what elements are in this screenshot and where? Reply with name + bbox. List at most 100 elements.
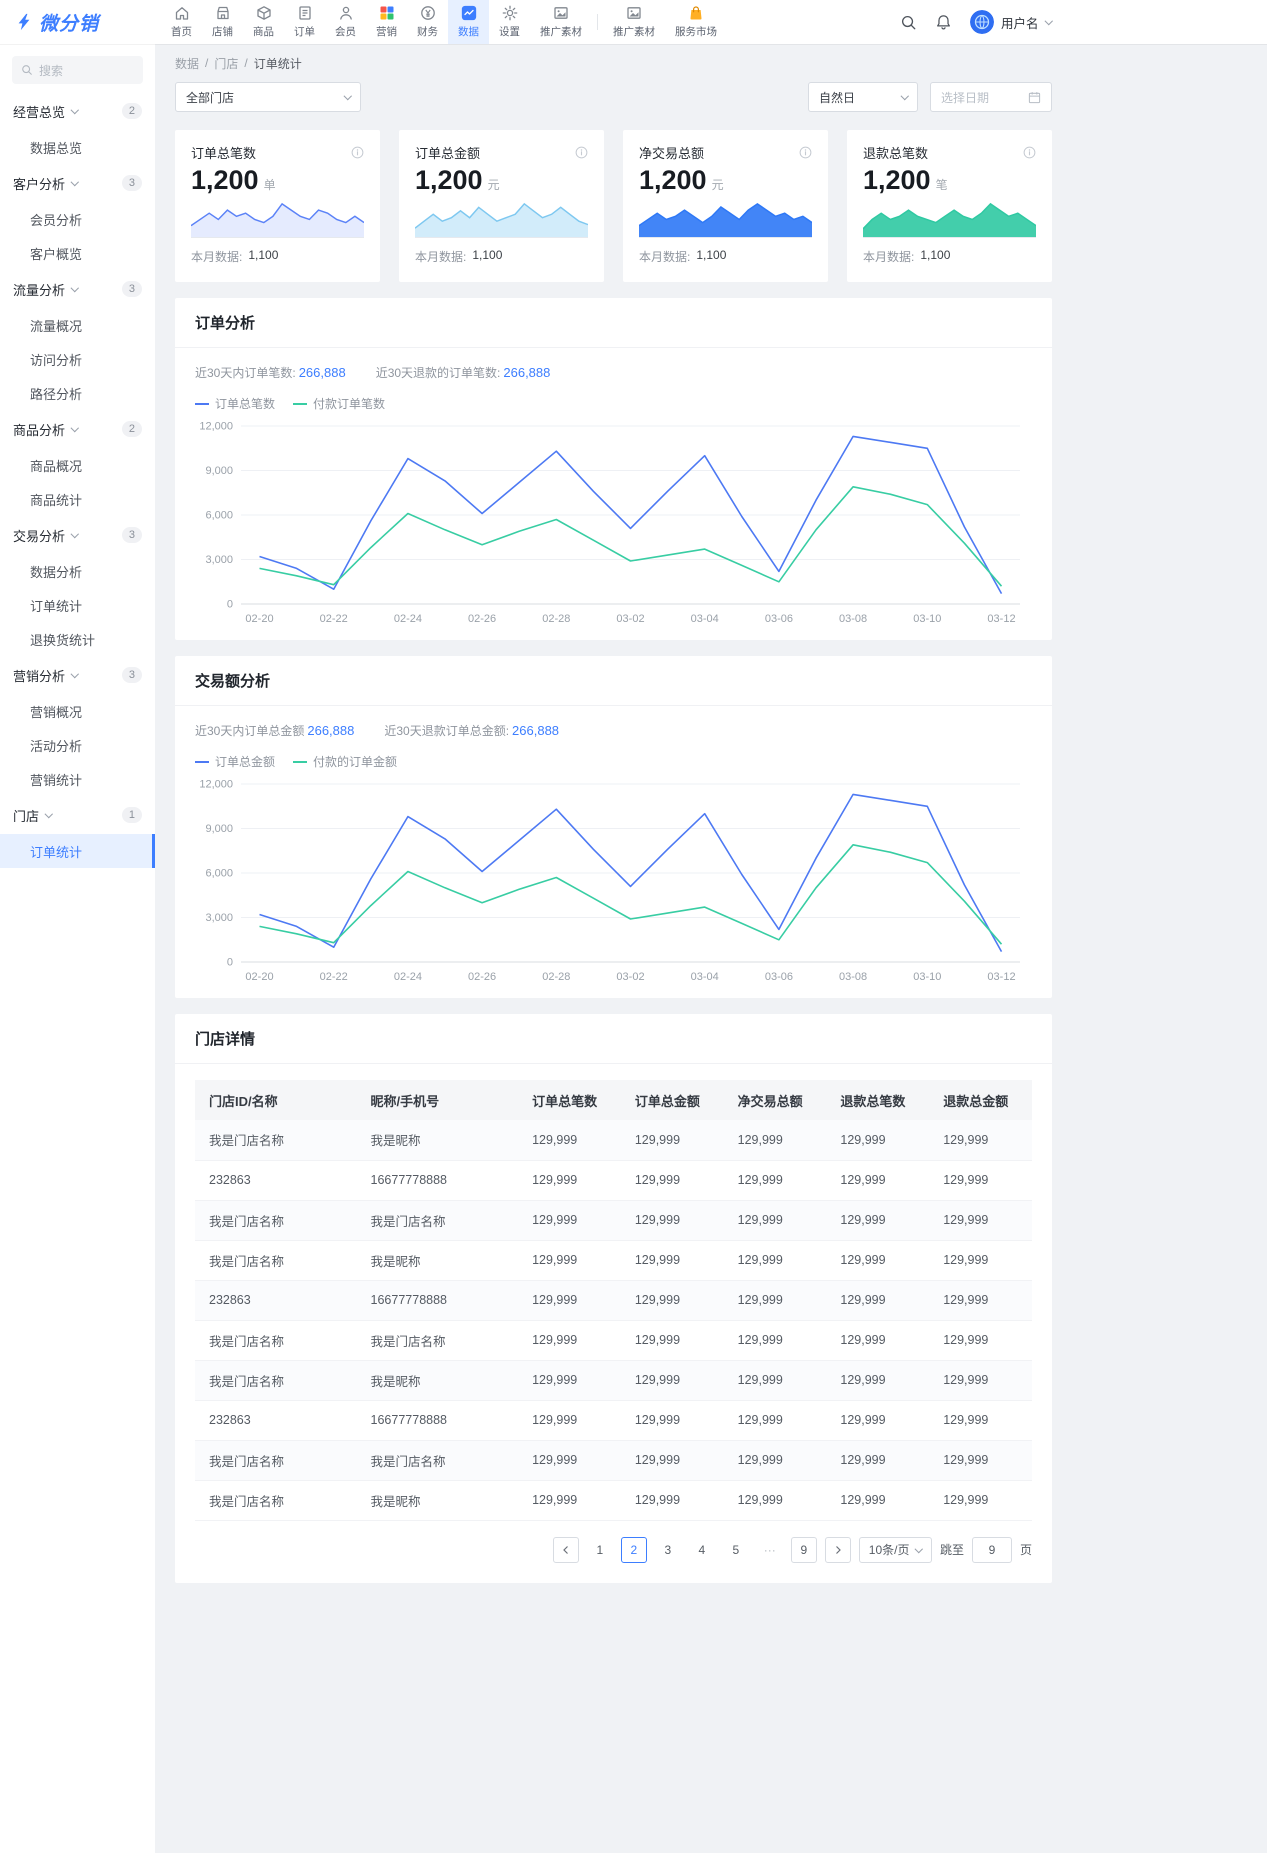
sidebar-group-门店[interactable]: 门店 1 xyxy=(0,796,155,834)
breadcrumb-item[interactable]: 门店 xyxy=(214,56,239,71)
legend-item-订单总金额[interactable]: 订单总金额 xyxy=(195,753,275,770)
nav-item-label: 推广素材 xyxy=(540,26,582,38)
nav-item-goods[interactable]: 商品 xyxy=(243,0,284,44)
nav-item-promo[interactable]: 推广素材 xyxy=(530,0,592,44)
sidebar-item-营销统计[interactable]: 营销统计 xyxy=(30,772,83,788)
store-filter-value: 全部门店 xyxy=(186,90,235,105)
sidebar-item-流量概况[interactable]: 流量概况 xyxy=(30,318,83,334)
stat-card-footer: 本月数据: 1,100 xyxy=(863,248,951,264)
nav-item-settings[interactable]: 设置 xyxy=(489,0,530,44)
pagination-page-1[interactable]: 1 xyxy=(586,1536,613,1563)
sidebar-group-客户分析[interactable]: 客户分析 3 xyxy=(0,164,155,202)
sidebar-item-访问分析[interactable]: 访问分析 xyxy=(30,352,83,368)
nav-item-label: 订单 xyxy=(294,26,315,38)
table-row[interactable]: 我是门店名称 我是昵称 129,999 129,999 129,999 129,999 12… xyxy=(195,1120,1032,1161)
table-row[interactable]: 我是门店名称 我是昵称 129,999 129,999 129,999 129,999 12… xyxy=(195,1240,1032,1281)
nav-item-label: 财务 xyxy=(417,26,438,38)
sidebar-group-交易分析[interactable]: 交易分析 3 xyxy=(0,516,155,554)
legend-item-订单总笔数[interactable]: 订单总笔数 xyxy=(195,395,275,412)
search-icon[interactable] xyxy=(900,14,917,31)
table-cell: 129,999 xyxy=(929,1320,1032,1361)
table-row[interactable]: 我是门店名称 我是门店名称 129,999 129,999 129,999 129,999… xyxy=(195,1200,1032,1241)
sidebar-group-营销分析[interactable]: 营销分析 3 xyxy=(0,656,155,694)
table-cell: 232863 xyxy=(195,1160,357,1201)
info-icon[interactable] xyxy=(575,146,588,159)
nav-item-member[interactable]: 会员 xyxy=(325,0,366,44)
sidebar-item-路径分析[interactable]: 路径分析 xyxy=(30,386,83,402)
chart-legend: 订单总金额 付款的订单金额 xyxy=(195,753,1032,770)
pagination-next[interactable] xyxy=(824,1536,851,1563)
page-size-select[interactable]: 10条/页 xyxy=(858,1536,932,1563)
table-row[interactable]: 232863 16677778888 129,999 129,999 129,999 12… xyxy=(195,1400,1032,1441)
home-icon xyxy=(174,5,190,21)
sidebar-item-订单统计[interactable]: 订单统计 xyxy=(30,598,83,614)
table-row[interactable]: 我是门店名称 我是门店名称 129,999 129,999 129,999 129,999… xyxy=(195,1320,1032,1361)
sidebar-group-商品分析[interactable]: 商品分析 2 xyxy=(0,410,155,448)
table-cell: 我是门店名称 xyxy=(195,1240,357,1281)
table-header-row: 门店ID/名称 昵称/手机号 订单总笔数 订单总金额 净交易总额 退款总笔数 退款总金额 xyxy=(195,1080,1032,1120)
pagination-page-5[interactable]: 5 xyxy=(722,1536,749,1563)
svg-text:03-08: 03-08 xyxy=(839,613,867,625)
stat-value-link[interactable]: 266,888 xyxy=(298,365,346,380)
nav-item-marketing[interactable]: 营销 xyxy=(366,0,407,44)
pagination-page-4[interactable]: 4 xyxy=(688,1536,715,1563)
table-row[interactable]: 我是门店名称 我是昵称 129,999 129,999 129,999 129,999 12… xyxy=(195,1360,1032,1401)
table-row[interactable]: 232863 16677778888 129,999 129,999 129,999 12… xyxy=(195,1280,1032,1321)
sidebar-search-input[interactable]: 搜索 xyxy=(12,56,143,84)
legend-item-付款的订单金额[interactable]: 付款的订单金额 xyxy=(293,753,397,770)
nav-item-label: 商品 xyxy=(253,26,274,38)
sidebar-item-数据分析[interactable]: 数据分析 xyxy=(30,564,83,580)
breadcrumb-item[interactable]: 数据 xyxy=(175,56,200,71)
table-row[interactable]: 我是门店名称 我是昵称 129,999 129,999 129,999 129,999 12… xyxy=(195,1480,1032,1521)
date-picker[interactable]: 选择日期 xyxy=(930,82,1052,112)
info-icon[interactable] xyxy=(351,146,364,159)
sidebar-item-营销概况[interactable]: 营销概况 xyxy=(30,704,83,720)
badge: 3 xyxy=(121,281,142,297)
nav-item-data[interactable]: 数据 xyxy=(448,0,489,44)
sidebar-item-客户概览[interactable]: 客户概览 xyxy=(30,246,83,262)
nav-item-promo2[interactable]: 推广素材 xyxy=(603,0,665,44)
bell-icon[interactable] xyxy=(935,14,952,31)
nav-item-shop[interactable]: 店铺 xyxy=(202,0,243,44)
sidebar-group-经营总览[interactable]: 经营总览 2 xyxy=(0,92,155,130)
table-cell: 129,999 xyxy=(929,1240,1032,1281)
nav-item-label: 数据 xyxy=(458,26,479,38)
nav-item-home[interactable]: 首页 xyxy=(161,0,202,44)
sidebar-item-商品统计[interactable]: 商品统计 xyxy=(30,492,83,508)
stat-value-link[interactable]: 266,888 xyxy=(307,723,355,738)
legend-item-付款订单笔数[interactable]: 付款订单笔数 xyxy=(293,395,385,412)
breadcrumb-separator: / xyxy=(205,56,209,70)
pagination-page-2[interactable]: 2 xyxy=(620,1536,647,1563)
sidebar-item-会员分析[interactable]: 会员分析 xyxy=(30,212,83,228)
store-filter-select[interactable]: 全部门店 xyxy=(175,82,361,112)
user-menu[interactable]: 用户名 xyxy=(969,10,1053,34)
jump-page-input[interactable] xyxy=(971,1536,1012,1563)
logo[interactable]: 微分销 xyxy=(0,0,155,44)
sidebar-item-活动分析[interactable]: 活动分析 xyxy=(30,738,83,754)
sidebar-group-流量分析[interactable]: 流量分析 3 xyxy=(0,270,155,308)
panel-transaction-analysis: 交易额分析 近30天内订单总金额 266,888 近30天退款订单总金额: 266,… xyxy=(175,656,1052,998)
sidebar-item-退换货统计[interactable]: 退换货统计 xyxy=(30,632,96,648)
pagination-page-9[interactable]: 9 xyxy=(790,1536,817,1563)
panel-title: 门店详情 xyxy=(175,1014,1052,1064)
info-icon[interactable] xyxy=(799,146,812,159)
pagination-page-3[interactable]: 3 xyxy=(654,1536,681,1563)
pagination-prev[interactable] xyxy=(552,1536,579,1563)
info-icon[interactable] xyxy=(1023,146,1036,159)
nav-item-market[interactable]: 服务市场 xyxy=(665,0,727,44)
table-row[interactable]: 232863 16677778888 129,999 129,999 129,999 12… xyxy=(195,1160,1032,1201)
stat-value-link[interactable]: 266,888 xyxy=(512,723,560,738)
table-cell: 我是门店名称 xyxy=(195,1200,357,1241)
period-select[interactable]: 自然日 xyxy=(808,82,918,112)
table-cell: 16677778888 xyxy=(356,1400,519,1441)
table-cell: 129,999 xyxy=(723,1160,827,1201)
sidebar-item-数据总览[interactable]: 数据总览 xyxy=(30,140,83,156)
stat-value-link[interactable]: 266,888 xyxy=(503,365,551,380)
table-cell: 129,999 xyxy=(826,1280,930,1321)
nav-item-finance[interactable]: 财务 xyxy=(407,0,448,44)
table-row[interactable]: 我是门店名称 我是门店名称 129,999 129,999 129,999 129,999… xyxy=(195,1440,1032,1481)
sidebar-item-订单统计[interactable]: 订单统计 xyxy=(0,834,155,868)
sidebar-item-商品概况[interactable]: 商品概况 xyxy=(30,458,83,474)
svg-text:3,000: 3,000 xyxy=(205,912,233,924)
nav-item-order[interactable]: 订单 xyxy=(284,0,325,44)
